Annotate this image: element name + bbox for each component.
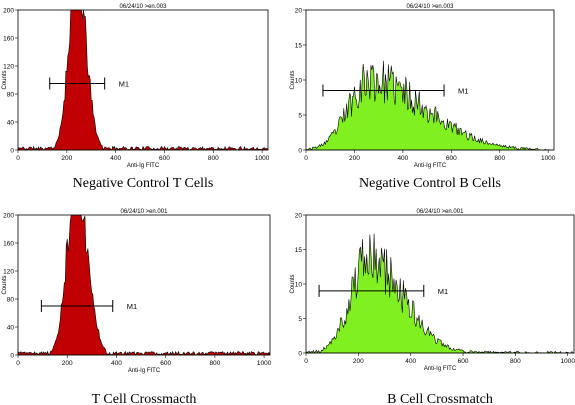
y-tick-label: 10 <box>295 77 303 84</box>
y-tick-label: 40 <box>7 119 15 126</box>
x-tick-label: 400 <box>397 155 408 162</box>
y-tick-label: 0 <box>10 147 14 154</box>
gate-marker-label: M1 <box>458 87 468 96</box>
x-tick-label: 800 <box>209 360 220 367</box>
y-tick-label: 160 <box>3 35 14 42</box>
y-tick-label: 120 <box>3 268 14 275</box>
x-tick-label: 400 <box>110 155 121 162</box>
y-tick-label: 200 <box>3 212 14 219</box>
y-tick-label: 20 <box>295 212 303 219</box>
x-tick-label: 1000 <box>560 358 575 365</box>
histogram-area <box>17 214 271 356</box>
plot-frame <box>17 214 271 356</box>
histogram-panel-1: 06/24/10 >en.003 0 200 400 600 800 1000 0 40 80 12… <box>2 4 270 191</box>
x-tick-label: 0 <box>304 358 308 365</box>
x-tick-label: 0 <box>16 360 20 367</box>
y-tick-label: 40 <box>7 324 15 331</box>
x-tick-label: 200 <box>353 358 364 365</box>
panel-header: 06/24/10 >en.001 <box>417 209 465 215</box>
y-axis-label: Counts <box>290 70 296 89</box>
y-tick-label: 20 <box>295 7 303 14</box>
histogram-area <box>305 60 554 151</box>
y-tick-label: 0 <box>298 147 302 154</box>
y-axis-label: Counts <box>290 274 296 293</box>
panel-header: 06/24/10 >en.001 <box>121 209 169 215</box>
panel-caption: Negative Control B Cells <box>359 176 501 191</box>
x-tick-label: 800 <box>208 155 219 162</box>
x-tick-label: 600 <box>458 358 469 365</box>
x-tick-label: 600 <box>446 155 457 162</box>
y-tick-label: 0 <box>298 350 302 357</box>
panel-header: 06/24/10 >en.003 <box>407 4 455 10</box>
x-tick-label: 1000 <box>541 155 556 162</box>
x-tick-label: 1000 <box>255 155 270 162</box>
gate-marker-label: M1 <box>127 302 137 311</box>
x-tick-label: 400 <box>405 358 416 365</box>
histogram-panel-3: 06/24/10 >en.001 0 200 400 600 800 1000 0 40 80 12… <box>2 209 272 405</box>
y-tick-label: 120 <box>3 63 14 70</box>
x-tick-label: 600 <box>159 155 170 162</box>
x-tick-label: 0 <box>304 155 308 162</box>
y-tick-label: 5 <box>298 316 302 323</box>
x-tick-label: 600 <box>160 360 171 367</box>
x-tick-label: 800 <box>510 358 521 365</box>
plot-frame <box>17 9 269 151</box>
x-axis-label: Anti-Ig FITC <box>414 163 447 169</box>
y-tick-label: 80 <box>7 91 15 98</box>
histogram-panel-2: 06/24/10 >en.003 0 200 400 600 800 1000 0 5 10 15 2… <box>290 4 556 191</box>
y-tick-label: 0 <box>10 352 14 359</box>
y-tick-label: 5 <box>298 112 302 119</box>
y-axis-label: Counts <box>2 275 8 294</box>
x-axis-label: Anti-Ig FITC <box>424 366 457 372</box>
x-axis-label: Anti-Ig FITC <box>128 368 161 374</box>
x-axis-label: Anti-Ig FITC <box>127 163 160 169</box>
y-tick-label: 15 <box>295 247 303 254</box>
histogram-area <box>17 9 269 151</box>
x-tick-label: 0 <box>16 155 20 162</box>
panel-header: 06/24/10 >en.003 <box>120 4 168 10</box>
histogram-panel-4: 06/24/10 >en.001 0 200 400 600 800 1000 0 5 10 15 2… <box>290 209 575 405</box>
panel-caption: T Cell Crossmacth <box>92 392 197 405</box>
y-tick-label: 160 <box>3 240 14 247</box>
x-tick-label: 200 <box>62 360 73 367</box>
y-tick-label: 15 <box>295 42 303 49</box>
gate-marker-label: M1 <box>119 80 129 89</box>
panel-caption: B Cell Crossmatch <box>387 392 493 405</box>
gate-marker-label: M1 <box>438 287 448 296</box>
panel-caption: Negative Control T Cells <box>73 176 214 191</box>
y-axis-label: Counts <box>2 70 8 89</box>
x-tick-label: 1000 <box>257 360 272 367</box>
y-tick-label: 80 <box>7 296 15 303</box>
x-tick-label: 200 <box>61 155 72 162</box>
x-tick-label: 400 <box>111 360 122 367</box>
x-tick-label: 800 <box>494 155 505 162</box>
y-tick-label: 10 <box>295 281 303 288</box>
y-tick-label: 200 <box>3 7 14 14</box>
x-tick-label: 200 <box>349 155 360 162</box>
